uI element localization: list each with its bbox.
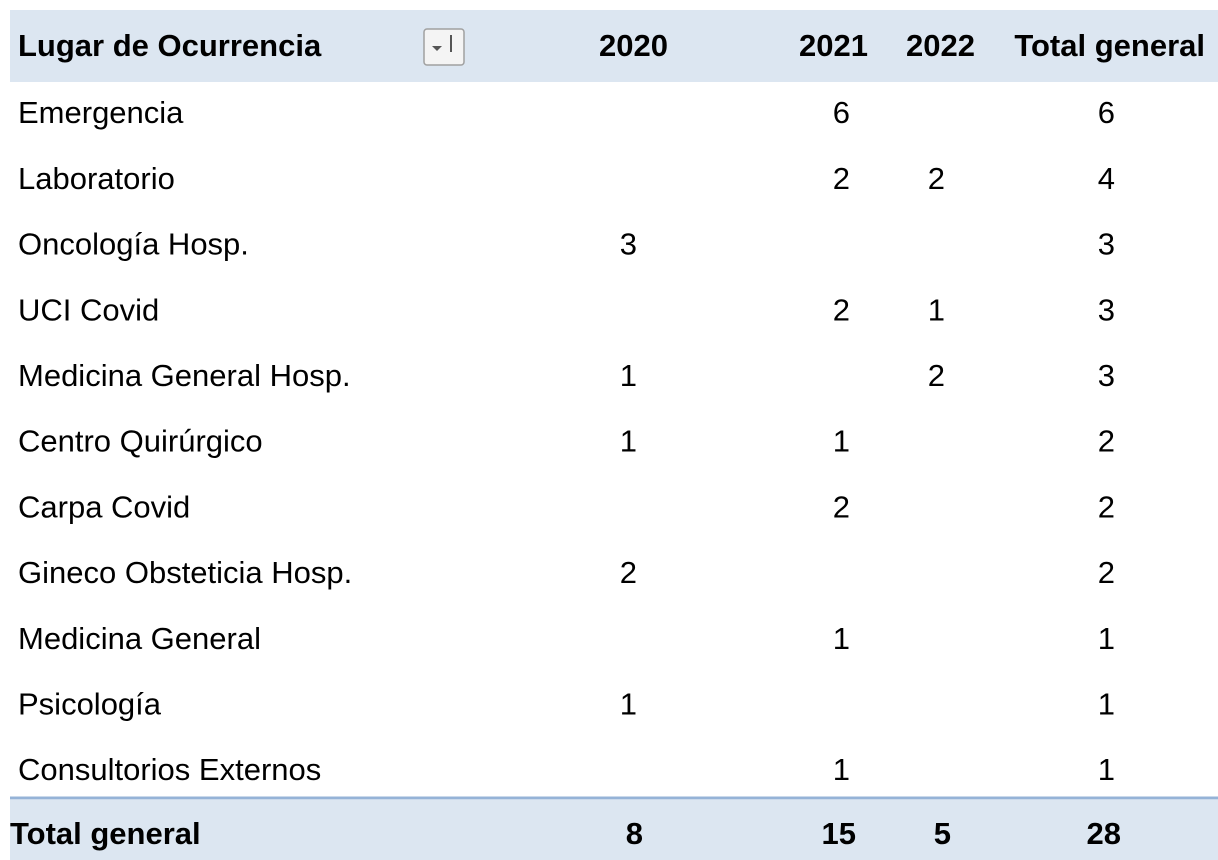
row-label: Consultorios Externos (18, 752, 321, 787)
cell-value: 2 (833, 292, 850, 327)
row-label: Emergencia (18, 95, 184, 130)
filter-button-box[interactable] (423, 28, 465, 66)
cell-value: 3 (1098, 358, 1115, 393)
total-value: 5 (934, 816, 951, 851)
cell-value: 2 (620, 555, 637, 590)
cell-value: 1 (833, 621, 850, 656)
header-cell: 2020 (599, 28, 668, 63)
cell-value: 3 (1098, 292, 1115, 327)
cell-value: 4 (1098, 161, 1115, 196)
header-cell: Total general (1014, 28, 1205, 63)
cell-value: 2 (1098, 555, 1115, 590)
cell-value: 2 (1098, 424, 1115, 459)
total-value: 15 (822, 816, 856, 851)
cell-value: 1 (833, 752, 850, 787)
header-cell: 2022 (906, 28, 975, 63)
cell-value: 1 (1098, 752, 1115, 787)
row-label: Gineco Obsteticia Hosp. (18, 555, 352, 590)
header-background (10, 10, 1218, 82)
total-value: 28 (1087, 816, 1121, 851)
cell-value: 1 (928, 292, 945, 327)
row-label: Carpa Covid (18, 489, 190, 524)
header-cell: Lugar de Ocurrencia (18, 28, 322, 63)
row-label: Centro Quirúrgico (18, 424, 263, 459)
cell-value: 2 (928, 358, 945, 393)
cell-value: 3 (620, 227, 637, 262)
cell-value: 2 (833, 161, 850, 196)
cell-value: 1 (1098, 621, 1115, 656)
cell-value: 2 (833, 489, 850, 524)
row-label: Psicología (18, 686, 162, 721)
row-label: Medicina General Hosp. (18, 358, 351, 393)
row-label: Laboratorio (18, 161, 175, 196)
row-label: Oncología Hosp. (18, 227, 249, 262)
cell-value: 3 (1098, 227, 1115, 262)
cell-value: 1 (620, 686, 637, 721)
cell-value: 1 (620, 424, 637, 459)
total-background (10, 800, 1218, 860)
row-label: UCI Covid (18, 292, 159, 327)
cell-value: 2 (1098, 489, 1115, 524)
cell-value: 1 (620, 358, 637, 393)
cell-value: 2 (928, 161, 945, 196)
cell-value: 1 (833, 424, 850, 459)
total-value: 8 (626, 816, 643, 851)
filter-arrow (432, 46, 442, 51)
cell-value: 1 (1098, 686, 1115, 721)
cell-value: 6 (1098, 95, 1115, 130)
header-cell: 2021 (799, 28, 868, 63)
filter-button[interactable] (423, 28, 465, 66)
cell-value: 6 (833, 95, 850, 130)
total-label: Total general (10, 816, 201, 851)
row-label: Medicina General (18, 621, 261, 656)
